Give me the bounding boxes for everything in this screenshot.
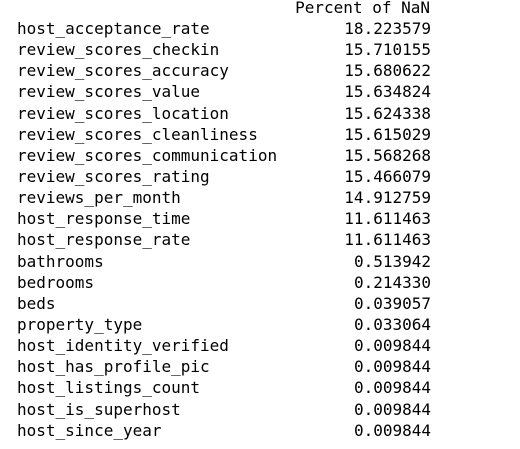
row-value: 15.680622 xyxy=(344,61,431,81)
row-index: host_response_rate xyxy=(17,230,191,250)
row-value: 11.611463 xyxy=(344,209,431,229)
table-row: review_scores_communication 15.568268 xyxy=(17,145,431,166)
row-value: 15.615029 xyxy=(344,124,431,144)
row-value: 15.634824 xyxy=(344,82,431,102)
row-index: host_acceptance_rate xyxy=(17,19,210,38)
row-index: host_has_profile_pic xyxy=(17,357,210,377)
table-row: review_scores_value 15.634824 xyxy=(17,81,431,102)
table-row: review_scores_rating 15.466079 xyxy=(17,166,431,187)
table-row: host_identity_verified 0.009844 xyxy=(17,335,431,356)
table-row: bedrooms 0.214330 xyxy=(17,272,431,293)
row-index: bedrooms xyxy=(17,272,95,292)
table-row: host_acceptance_rate 18.223579 xyxy=(17,18,431,39)
row-value: 18.223579 xyxy=(344,19,431,38)
table-row: host_is_superhost 0.009844 xyxy=(17,399,431,420)
row-index: host_since_year xyxy=(17,420,162,440)
row-value: 15.568268 xyxy=(344,145,431,165)
row-value: 0.009844 xyxy=(353,378,431,398)
row-index: review_scores_communication xyxy=(17,145,278,165)
row-value: 15.710155 xyxy=(344,40,431,60)
row-value: 14.912759 xyxy=(344,188,431,208)
table-row: reviews_per_month 14.912759 xyxy=(17,187,431,208)
table-row: review_scores_checkin 15.710155 xyxy=(17,39,431,60)
row-index: review_scores_value xyxy=(17,82,201,102)
row-index: host_is_superhost xyxy=(17,399,181,419)
row-index: bathrooms xyxy=(17,251,104,271)
row-value: 0.033064 xyxy=(353,314,431,334)
row-index: host_listings_count xyxy=(17,378,201,398)
table-row: review_scores_cleanliness 15.615029 xyxy=(17,124,431,145)
column-header: Percent of NaN xyxy=(295,0,430,17)
row-value: 11.611463 xyxy=(344,230,431,250)
table-row: host_since_year 0.009844 xyxy=(17,420,431,441)
row-value: 0.039057 xyxy=(353,293,431,313)
row-index: beds xyxy=(17,293,56,313)
row-value: 15.466079 xyxy=(344,166,431,186)
row-index: review_scores_accuracy xyxy=(17,61,229,81)
row-value: 15.624338 xyxy=(344,103,431,123)
table-row: review_scores_accuracy 15.680622 xyxy=(17,60,431,81)
row-index: review_scores_location xyxy=(17,103,229,123)
row-index: review_scores_checkin xyxy=(17,40,220,60)
row-value: 0.009844 xyxy=(353,399,431,419)
table-row: host_response_rate 11.611463 xyxy=(17,229,431,250)
row-index: property_type xyxy=(17,314,143,334)
table-body: host_acceptance_rate 18.223579 review_sco… xyxy=(17,18,431,441)
table-row: host_has_profile_pic 0.009844 xyxy=(17,356,431,377)
row-value: 0.009844 xyxy=(353,357,431,377)
table-row: host_listings_count 0.009844 xyxy=(17,377,431,398)
row-index: host_response_time xyxy=(17,209,191,229)
row-value: 0.009844 xyxy=(353,420,431,440)
table-row: beds 0.039057 xyxy=(17,293,431,314)
row-index: review_scores_rating xyxy=(17,166,210,186)
row-index: review_scores_cleanliness xyxy=(17,124,258,144)
row-value: 0.513942 xyxy=(353,251,431,271)
row-value: 0.214330 xyxy=(353,272,431,292)
table-row: host_response_time 11.611463 xyxy=(17,208,431,229)
table-row: review_scores_location 15.624338 xyxy=(17,103,431,124)
row-index: host_identity_verified xyxy=(17,336,229,356)
table-row: property_type 0.033064 xyxy=(17,314,431,335)
row-value: 0.009844 xyxy=(353,336,431,356)
row-index: reviews_per_month xyxy=(17,188,181,208)
table-row: bathrooms 0.513942 xyxy=(17,251,431,272)
